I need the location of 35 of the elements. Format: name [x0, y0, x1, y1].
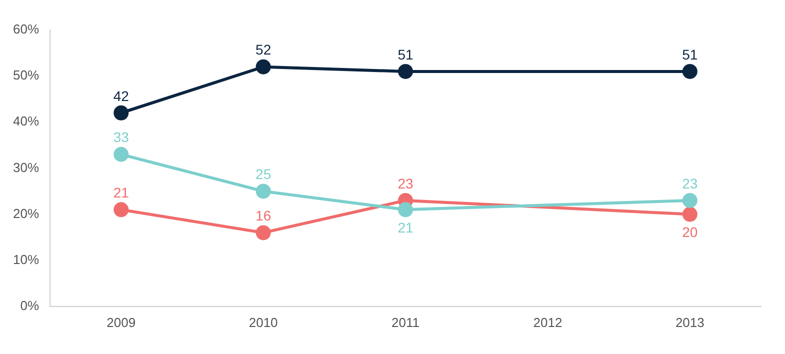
y-tick-label: 0%: [20, 298, 40, 313]
x-tick-label: 2011: [392, 314, 420, 330]
point: [256, 225, 271, 240]
point: [114, 146, 129, 162]
y-tick-label: 10%: [12, 252, 40, 267]
x-tick-label: 2012: [533, 314, 562, 330]
data-label: 21: [113, 184, 130, 201]
y-tick-label: 60%: [12, 22, 40, 37]
point: [114, 202, 129, 218]
data-label: 23: [682, 175, 698, 192]
data-label: 52: [256, 42, 272, 58]
data-label: 21: [398, 220, 414, 236]
y-tick-label: 40%: [12, 114, 40, 129]
point: [398, 202, 414, 218]
data-label: 20: [682, 224, 698, 240]
x-tick-label: 2009: [106, 314, 136, 330]
y-tick-label: 20%: [12, 206, 40, 221]
point: [114, 105, 129, 120]
x-tick-label: 2013: [675, 314, 704, 330]
data-label: 25: [256, 166, 272, 182]
point: [256, 184, 271, 199]
data-label: 42: [113, 88, 130, 104]
y-tick-label: 50%: [12, 68, 40, 83]
point: [682, 192, 698, 208]
point: [682, 64, 698, 79]
point: [256, 59, 271, 74]
y-tick-label: 30%: [12, 160, 40, 175]
data-label: 23: [398, 175, 414, 192]
data-label: 16: [256, 208, 272, 224]
point: [398, 64, 414, 79]
data-label: 33: [113, 129, 130, 146]
x-tick-label: 2010: [248, 314, 278, 330]
point: [682, 206, 698, 222]
data-label: 51: [682, 46, 698, 62]
data-label: 51: [398, 46, 414, 62]
